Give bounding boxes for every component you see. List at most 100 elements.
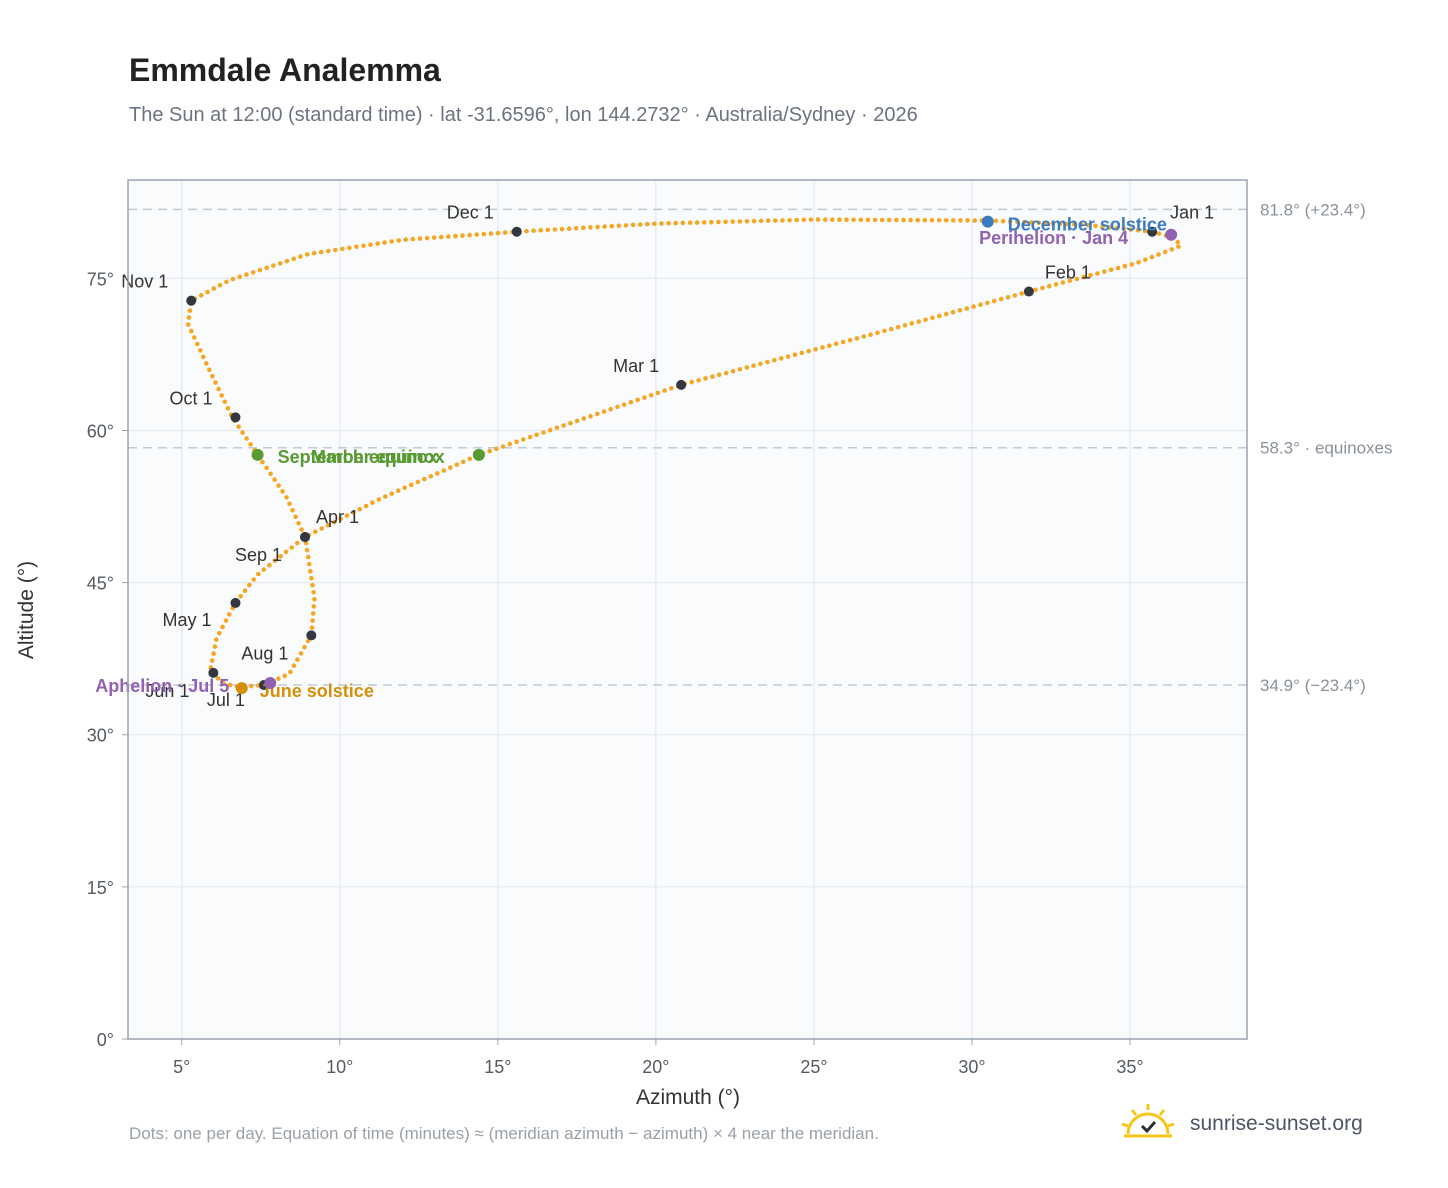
daily-dot <box>875 330 880 336</box>
daily-dot <box>844 217 849 222</box>
daily-dot <box>250 270 256 275</box>
daily-dot <box>915 217 920 223</box>
daily-dot <box>435 471 440 476</box>
daily-dot <box>1007 219 1013 224</box>
daily-dot <box>1071 222 1077 227</box>
daily-dot <box>389 491 395 496</box>
daily-dot <box>287 501 292 507</box>
daily-dot <box>255 571 261 577</box>
month-label: May 1 <box>162 610 211 630</box>
month-label: Jan 1 <box>1170 203 1214 223</box>
brand-logo[interactable]: sunrise-sunset.org <box>1120 1102 1390 1146</box>
daily-dot <box>298 254 303 259</box>
daily-dot <box>998 296 1004 302</box>
daily-dot <box>908 217 913 223</box>
daily-dot <box>225 406 231 411</box>
daily-dot <box>737 219 743 224</box>
daily-dot <box>494 446 499 452</box>
daily-dot <box>916 319 921 324</box>
footnote: Dots: one per day. Equation of time (min… <box>129 1124 879 1143</box>
daily-dot <box>1136 260 1141 265</box>
daily-dot <box>616 223 622 229</box>
month-marker <box>230 597 241 608</box>
daily-dot <box>858 217 864 223</box>
daily-dot <box>271 263 276 268</box>
daily-dot <box>424 235 430 241</box>
month-label: Mar 1 <box>613 356 659 376</box>
axis-ticks: 5° 10° 15° 20° 25° 30° 35° 0° 15° 30° 45° 60° 75° <box>87 269 1144 1077</box>
daily-dot <box>441 468 447 473</box>
daily-dot <box>827 343 832 349</box>
daily-dot <box>581 416 587 421</box>
daily-dot <box>669 386 674 391</box>
daily-dot <box>854 336 860 341</box>
month-label: Jul 1 <box>207 690 245 710</box>
event-label: June solstice <box>260 681 374 701</box>
daily-dot <box>312 597 317 602</box>
month-marker <box>1023 286 1034 297</box>
daily-dot <box>645 221 650 227</box>
daily-dot <box>495 230 501 236</box>
daily-dot <box>260 459 265 465</box>
daily-dot <box>347 245 352 251</box>
daily-dot <box>780 218 785 223</box>
daily-dot <box>909 321 915 326</box>
daily-dot <box>785 354 791 359</box>
daily-dot <box>326 248 331 254</box>
daily-dot <box>344 513 350 518</box>
daily-dot <box>207 367 212 373</box>
daily-dot <box>799 350 805 356</box>
daily-dot <box>621 402 627 407</box>
reference-line-label: 58.3° · equinoxes <box>1260 439 1393 458</box>
x-tick-label: 30° <box>958 1057 985 1077</box>
month-marker <box>186 295 197 306</box>
daily-dot <box>210 373 215 379</box>
daily-dot <box>368 242 373 247</box>
daily-dot <box>304 547 310 553</box>
daily-dot <box>487 448 493 454</box>
daily-dot <box>545 227 551 233</box>
daily-dot <box>861 334 867 339</box>
month-label: Nov 1 <box>121 272 168 292</box>
month-marker <box>306 630 317 641</box>
daily-dot <box>628 399 634 405</box>
daily-dot <box>815 217 821 222</box>
daily-dot <box>1122 263 1128 269</box>
y-tick-label: 15° <box>87 878 114 898</box>
daily-dot <box>1156 231 1162 236</box>
daily-dot <box>588 413 593 419</box>
daily-dot <box>1012 293 1018 298</box>
daily-dot <box>213 380 218 385</box>
x-tick-label: 25° <box>800 1057 827 1077</box>
month-label: Apr 1 <box>316 507 359 527</box>
daily-dot <box>309 625 315 630</box>
daily-dot <box>1036 220 1041 225</box>
daily-dot <box>765 218 771 223</box>
event-marker <box>981 215 994 228</box>
month-label: Oct 1 <box>169 388 212 408</box>
daily-dot <box>772 357 777 363</box>
daily-dot <box>189 328 194 334</box>
daily-dot <box>751 218 757 224</box>
daily-dot <box>319 526 325 531</box>
daily-dot <box>1079 222 1084 227</box>
daily-dot <box>574 418 580 424</box>
daily-dot <box>1057 221 1063 226</box>
daily-dot <box>566 226 572 231</box>
daily-dot <box>1033 287 1038 293</box>
daily-dot <box>340 246 345 252</box>
daily-dot <box>561 423 566 428</box>
daily-dot <box>833 341 839 347</box>
daily-dot <box>306 561 312 567</box>
daily-dot <box>325 523 331 528</box>
daily-dot <box>502 230 508 235</box>
brand-name[interactable]: sunrise-sunset.org <box>1190 1112 1363 1135</box>
daily-dot <box>538 228 543 233</box>
daily-dot <box>186 315 192 320</box>
daily-dot <box>237 274 242 280</box>
daily-dot <box>978 302 983 308</box>
daily-dot <box>687 220 693 225</box>
daily-dot <box>744 219 750 224</box>
daily-dot <box>943 311 949 317</box>
daily-dot <box>696 378 701 383</box>
